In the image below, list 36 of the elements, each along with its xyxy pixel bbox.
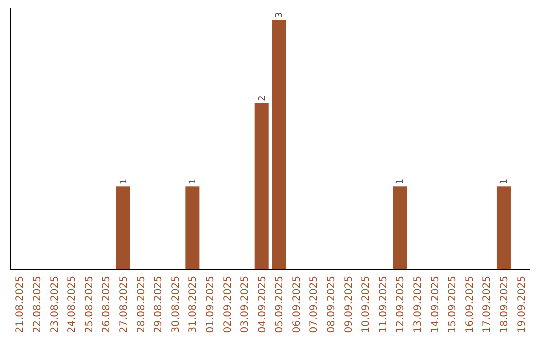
data-label: 3 [275,12,286,18]
x-tick-label: 19.09.2025 [516,276,528,334]
data-label: 1 [500,178,510,185]
x-tick-label: 22.08.2025 [32,276,44,334]
x-tick-label: 01.09.2025 [205,276,216,334]
x-tick-label: 28.08.2025 [136,276,148,334]
x-tick-label: 08.09.2025 [326,276,338,334]
x-tick-label: 10.09.2025 [361,276,372,334]
x-tick-label: 31.08.2025 [188,276,200,334]
x-tick-label: 21.08.2025 [15,276,26,334]
x-tick-label: 12.09.2025 [396,276,407,334]
x-tick-label: 05.09.2025 [274,276,286,334]
x-tick-label: 09.09.2025 [344,276,355,334]
data-label: 1 [120,178,130,185]
x-tick-label: 24.08.2025 [67,276,78,334]
x-tick-label: 17.09.2025 [482,276,494,334]
x-tick-label: 26.08.2025 [102,276,113,334]
x-tick-label: 18.09.2025 [499,276,510,334]
x-tick-label: 13.09.2025 [413,276,424,334]
x-tick-label: 03.09.2025 [240,276,252,334]
x-tick-label: 29.08.2025 [154,276,165,334]
x-tick-label: 07.09.2025 [309,276,320,334]
x-tick-label: 15.09.2025 [448,276,459,334]
data-label: 1 [396,178,406,185]
x-tick-label: 16.09.2025 [464,276,476,334]
data-label: 1 [188,178,199,185]
x-tick-label: 23.08.2025 [50,276,61,334]
x-tick-label: 30.08.2025 [170,276,182,334]
x-tick-label: 04.09.2025 [257,276,268,334]
x-tick-label: 27.08.2025 [119,276,130,334]
x-tick-label: 06.09.2025 [292,276,303,334]
x-tick-label: 25.08.2025 [84,276,96,334]
x-tick-label: 14.09.2025 [430,276,442,334]
data-label: 2 [258,96,268,102]
x-tick-label: 11.09.2025 [378,276,390,334]
x-tick-label: 02.09.2025 [222,276,234,334]
